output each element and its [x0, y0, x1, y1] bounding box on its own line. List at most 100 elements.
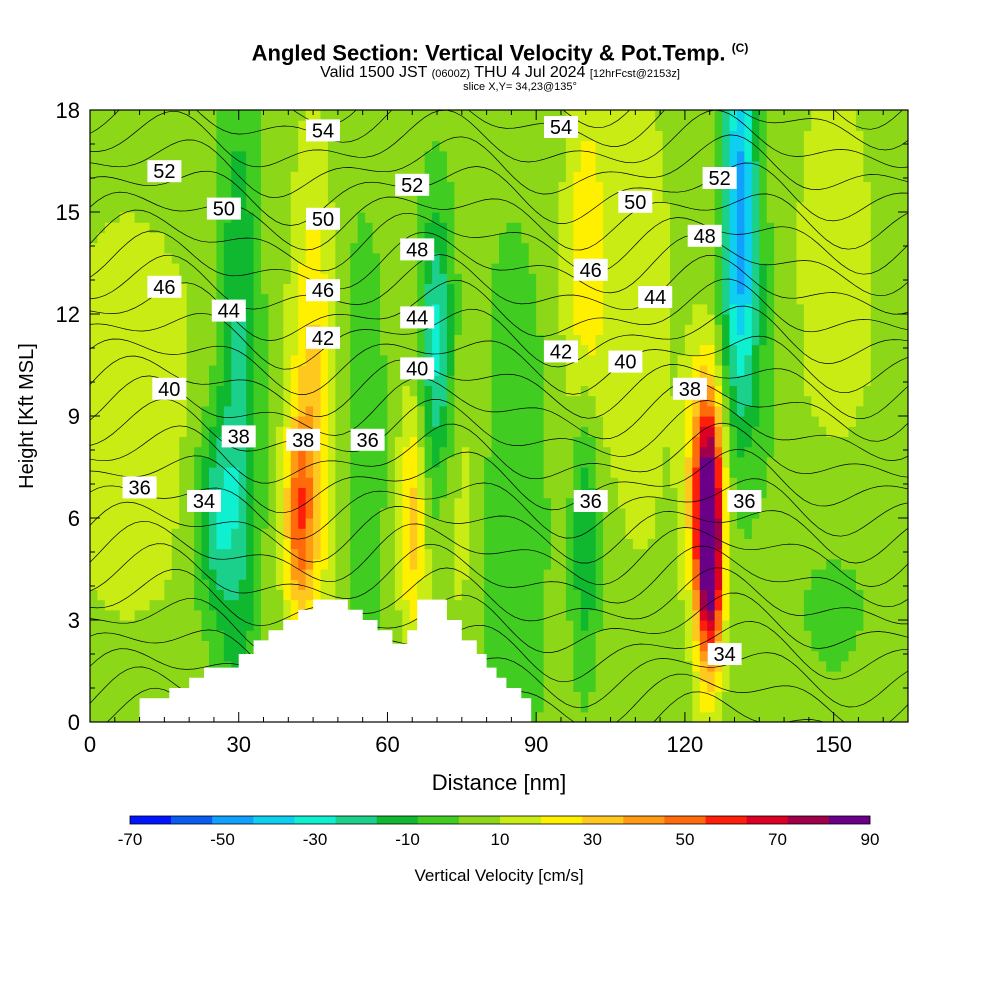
- velocity-cell: [699, 161, 708, 172]
- velocity-cell: [268, 110, 277, 121]
- velocity-cell: [142, 446, 151, 458]
- velocity-cell: [90, 426, 99, 437]
- velocity-cell: [127, 691, 136, 703]
- velocity-cell: [595, 599, 604, 611]
- velocity-cell: [543, 497, 552, 509]
- velocity-cell: [603, 201, 612, 213]
- velocity-cell: [558, 671, 567, 682]
- velocity-cell: [350, 171, 359, 182]
- velocity-cell: [573, 334, 582, 346]
- velocity-cell: [90, 671, 99, 682]
- velocity-cell: [313, 589, 322, 601]
- velocity-cell: [617, 630, 627, 641]
- velocity-cell: [134, 701, 143, 713]
- velocity-cell: [290, 558, 299, 570]
- velocity-cell: [670, 293, 679, 305]
- velocity-cell: [253, 293, 262, 305]
- velocity-cell: [246, 507, 255, 519]
- velocity-cell: [417, 548, 426, 560]
- velocity-cell: [454, 609, 463, 621]
- velocity-cell: [677, 456, 686, 468]
- velocity-cell: [350, 263, 359, 274]
- velocity-cell: [335, 191, 344, 203]
- velocity-cell: [595, 609, 604, 621]
- velocity-cell: [565, 263, 574, 274]
- velocity-cell: [90, 609, 99, 621]
- velocity-cell: [320, 344, 329, 356]
- velocity-cell: [194, 365, 203, 376]
- velocity-cell: [699, 191, 708, 203]
- velocity-cell: [290, 538, 299, 550]
- velocity-cell: [513, 110, 522, 121]
- velocity-cell: [231, 467, 240, 478]
- velocity-cell: [394, 232, 403, 244]
- velocity-cell: [335, 150, 344, 162]
- velocity-cell: [298, 497, 307, 509]
- velocity-cell: [617, 140, 627, 152]
- velocity-cell: [499, 385, 508, 397]
- velocity-cell: [90, 324, 99, 335]
- velocity-cell: [216, 324, 225, 335]
- velocity-cell: [670, 161, 679, 172]
- velocity-cell: [231, 242, 240, 254]
- velocity-cell: [543, 375, 552, 386]
- velocity-cell: [112, 609, 121, 621]
- velocity-cell: [655, 569, 664, 580]
- velocity-cell: [684, 212, 693, 223]
- velocity-cell: [699, 681, 708, 692]
- velocity-cell: [692, 446, 701, 458]
- velocity-cell: [692, 456, 701, 468]
- velocity-cell: [595, 558, 604, 570]
- velocity-cell: [246, 354, 255, 366]
- velocity-cell: [476, 467, 485, 478]
- velocity-cell: [246, 630, 255, 641]
- velocity-cell: [409, 283, 418, 295]
- velocity-cell: [506, 181, 515, 193]
- velocity-cell: [127, 283, 136, 295]
- velocity-cell: [513, 528, 522, 539]
- velocity-cell: [454, 569, 463, 580]
- velocity-cell: [655, 161, 664, 172]
- velocity-cell: [454, 477, 463, 488]
- velocity-cell: [283, 161, 292, 172]
- velocity-cell: [327, 456, 336, 468]
- velocity-cell: [156, 222, 165, 233]
- velocity-cell: [335, 242, 344, 254]
- velocity-cell: [350, 558, 359, 570]
- velocity-cell: [283, 263, 292, 274]
- velocity-cell: [662, 191, 671, 203]
- velocity-cell: [595, 548, 604, 560]
- velocity-cell: [216, 558, 225, 570]
- velocity-cell: [580, 191, 589, 203]
- velocity-cell: [127, 701, 136, 713]
- velocity-cell: [194, 140, 203, 152]
- velocity-cell: [625, 110, 634, 121]
- velocity-cell: [208, 252, 218, 264]
- velocity-cell: [97, 609, 106, 621]
- velocity-cell: [149, 293, 158, 305]
- velocity-cell: [327, 426, 336, 437]
- velocity-cell: [506, 263, 515, 274]
- velocity-cell: [342, 181, 351, 193]
- velocity-cell: [632, 150, 641, 162]
- velocity-cell: [313, 263, 322, 274]
- velocity-cell: [208, 385, 218, 397]
- velocity-cell: [499, 212, 508, 223]
- velocity-cell: [380, 191, 389, 203]
- velocity-cell: [320, 150, 329, 162]
- velocity-cell: [283, 314, 292, 325]
- velocity-cell: [298, 365, 307, 376]
- velocity-cell: [543, 191, 552, 203]
- velocity-cell: [521, 283, 530, 295]
- velocity-cell: [127, 395, 136, 407]
- velocity-cell: [499, 222, 508, 233]
- velocity-cell: [327, 487, 336, 499]
- velocity-cell: [97, 140, 106, 152]
- velocity-cell: [543, 416, 552, 427]
- velocity-cell: [513, 416, 522, 427]
- velocity-cell: [179, 487, 188, 499]
- velocity-cell: [409, 293, 418, 305]
- velocity-cell: [528, 130, 537, 142]
- velocity-cell: [684, 263, 693, 274]
- velocity-cell: [387, 446, 396, 458]
